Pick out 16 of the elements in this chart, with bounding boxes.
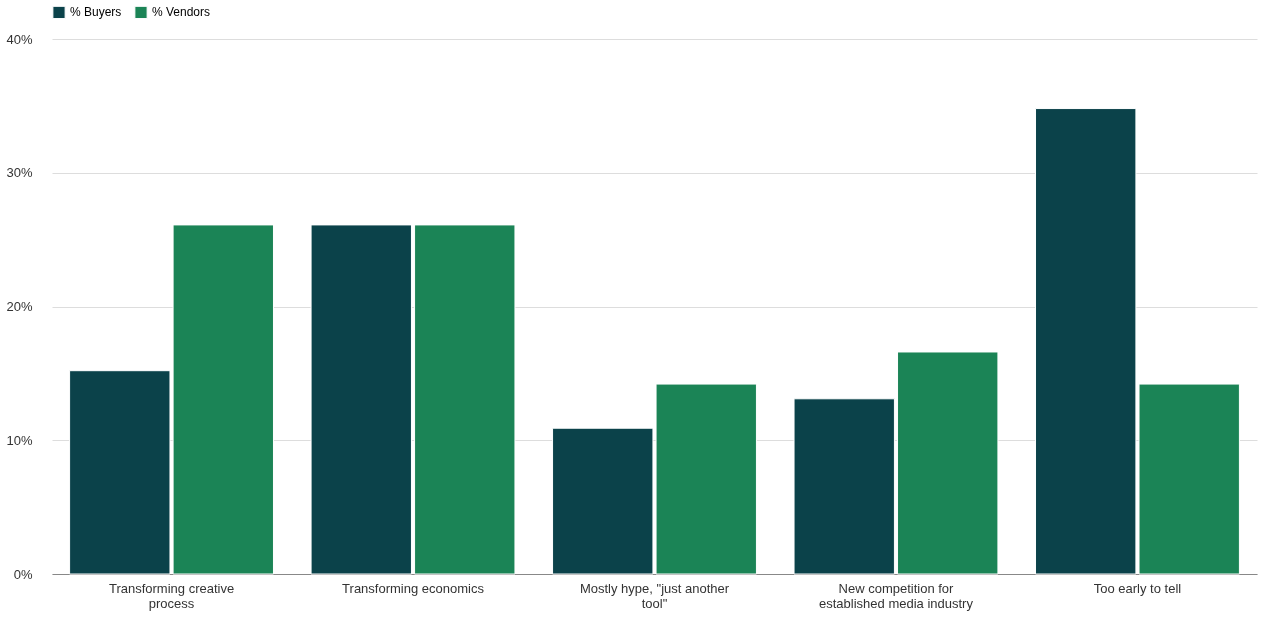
y-tick-label: 40% <box>6 31 33 47</box>
y-tick-label: 30% <box>6 165 33 181</box>
y-tick-label: 20% <box>6 299 33 314</box>
legend-label: % Vendors <box>152 5 211 20</box>
bar <box>414 224 516 575</box>
x-tick-label: Transforming creative process <box>108 580 235 611</box>
x-tick-label: Transforming economics <box>342 580 485 596</box>
x-tick-label: Mostly hype, "just another tool" <box>579 580 730 611</box>
bar <box>310 224 412 575</box>
y-tick-label: 10% <box>6 432 33 448</box>
legend-label: % Buyers <box>70 5 122 20</box>
y-tick-label: 0% <box>13 566 33 582</box>
bar <box>793 398 895 575</box>
bar <box>897 351 999 575</box>
x-tick-label: Too early to tell <box>1093 580 1182 596</box>
x-tick-label: New competition for established media industry <box>819 580 974 611</box>
